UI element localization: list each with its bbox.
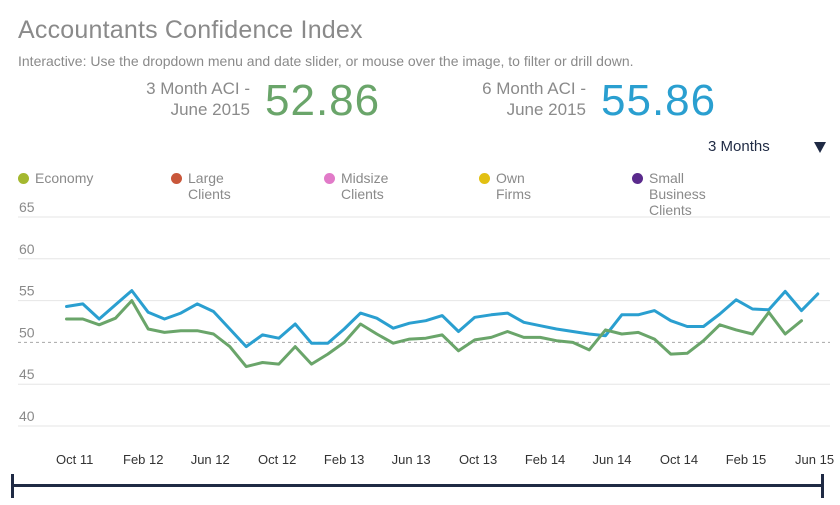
date-slider-end-handle[interactable]: [821, 474, 824, 498]
x-tick-label: Feb 13: [324, 452, 364, 467]
legend-label-line1: Small Business: [649, 170, 706, 202]
legend-dot-icon: [18, 173, 29, 184]
legend-label: Economy: [35, 170, 93, 186]
y-tick-label: 60: [19, 241, 35, 257]
legend-dot-icon: [632, 173, 643, 184]
aci-line-chart[interactable]: 40 45 50 55 60 65 Oct 11 Feb 12 Jun 12 Oct 12 Feb…: [0, 200, 840, 475]
chevron-down-icon[interactable]: [814, 142, 826, 153]
page-subtitle: Interactive: Use the dropdown menu and d…: [18, 53, 634, 69]
kpi-3month-value: 52.86: [265, 76, 381, 125]
gridlines: [18, 216, 830, 427]
x-tick-label: Feb 15: [726, 452, 766, 467]
date-slider-track[interactable]: [11, 484, 824, 487]
kpi-6month-label-line2: June 2015: [506, 100, 586, 119]
x-axis-ticks: Oct 11 Feb 12 Jun 12 Oct 12 Feb 13 Jun 13 Oct …: [56, 452, 834, 467]
y-tick-label: 55: [19, 283, 35, 299]
page-title: Accountants Confidence Index: [18, 16, 363, 44]
legend-label: Large Clients: [188, 170, 231, 202]
kpi-6month-label: 6 Month ACI - June 2015: [436, 78, 586, 120]
legend-label-line1: Large Clients: [188, 170, 231, 202]
x-tick-label: Oct 12: [258, 452, 296, 467]
legend-dot-icon: [171, 173, 182, 184]
kpi-3month-label: 3 Month ACI - June 2015: [100, 78, 250, 120]
y-tick-label: 40: [19, 408, 35, 424]
kpi-6month-value: 55.86: [601, 76, 717, 125]
kpi-6month-label-line1: 6 Month ACI -: [482, 79, 586, 98]
y-tick-label: 45: [19, 366, 35, 382]
y-tick-label: 65: [19, 200, 35, 215]
legend-dot-icon: [479, 173, 490, 184]
legend-dot-icon: [324, 173, 335, 184]
x-tick-label: Oct 11: [56, 452, 93, 467]
period-dropdown-value: 3 Months: [708, 138, 770, 155]
period-dropdown[interactable]: 3 Months: [708, 138, 830, 160]
legend-label: Own Firms: [496, 170, 531, 202]
legend-label-line1: Own Firms: [496, 170, 531, 202]
y-tick-label: 50: [19, 324, 35, 340]
date-slider[interactable]: [11, 474, 824, 498]
x-tick-label: Oct 14: [660, 452, 698, 467]
series-line-3-month-aci[interactable]: [65, 299, 803, 369]
x-tick-label: Oct 13: [459, 452, 497, 467]
kpi-3month-label-line2: June 2015: [170, 100, 250, 119]
x-tick-label: Jun 15: [795, 452, 834, 467]
legend-label-line1: Economy: [35, 170, 94, 186]
series-lines[interactable]: [65, 289, 820, 369]
legend-label-line2: Clients: [649, 202, 692, 218]
x-tick-label: Jun 12: [191, 452, 230, 467]
legend-label: Midsize Clients: [341, 170, 388, 202]
kpi-3month-label-line1: 3 Month ACI -: [146, 79, 250, 98]
x-tick-label: Jun 13: [392, 452, 431, 467]
x-tick-label: Feb 12: [123, 452, 163, 467]
x-tick-label: Jun 14: [593, 452, 632, 467]
x-tick-label: Feb 14: [525, 452, 565, 467]
legend-label-line1: Midsize Clients: [341, 170, 389, 202]
y-axis-ticks: 40 45 50 55 60 65: [19, 200, 35, 424]
date-slider-start-handle[interactable]: [11, 474, 14, 498]
series-line-6-month-aci[interactable]: [65, 289, 820, 349]
legend-label: Small Business Clients: [649, 170, 706, 218]
